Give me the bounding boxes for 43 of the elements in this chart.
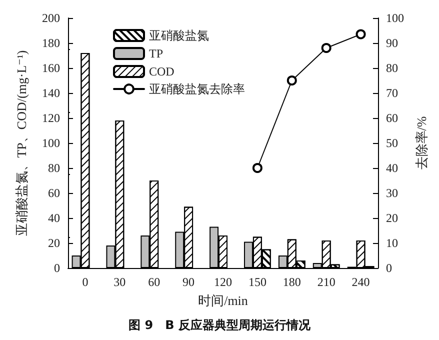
- y-axis-title: 亚硝酸盐氮、TP、COD/(mg·L⁻¹): [14, 50, 29, 236]
- text: 图 9 B 反应器典型周期运行情况: [128, 318, 312, 332]
- x-tick-label: 180: [282, 275, 301, 289]
- x-axis-title: 时间/min: [198, 293, 248, 308]
- x-tick-label: 240: [352, 275, 370, 289]
- y2-tick-label: 10: [386, 236, 398, 250]
- legend-label: 亚硝酸盐氮: [149, 28, 209, 42]
- legend-label: TP: [149, 46, 164, 60]
- point: [252, 163, 262, 173]
- x-tick-label: 150: [248, 275, 266, 289]
- y2-tick-label: 50: [386, 136, 398, 150]
- y-tick-label: 100: [42, 136, 60, 150]
- y-tick-label: 0: [54, 261, 60, 275]
- y-tick-label: 60: [48, 186, 60, 200]
- y2-tick-label: 40: [386, 161, 398, 175]
- y2-tick-label: 0: [386, 261, 392, 275]
- y2-tick-label: 30: [386, 186, 398, 200]
- y2-tick-label: 90: [386, 36, 398, 50]
- x-tick-label: 0: [82, 275, 88, 289]
- y2-tick-label: 100: [386, 11, 404, 25]
- y-tick-label: 140: [42, 86, 60, 100]
- y-tick-label: 200: [42, 11, 60, 25]
- x-tick-label: 30: [114, 275, 126, 289]
- y-tick-label: 80: [48, 161, 60, 175]
- x-tick-label: 60: [148, 275, 160, 289]
- y2-tick-label: 70: [386, 86, 398, 100]
- y-tick-label: 180: [42, 36, 60, 50]
- x-tick-label: 90: [182, 275, 195, 289]
- x-tick-label: 210: [317, 275, 336, 289]
- y-tick-label: 160: [42, 61, 60, 75]
- point: [356, 29, 366, 40]
- legend-label: COD: [149, 64, 175, 78]
- y-tick-label: 20: [48, 236, 60, 250]
- y2-tick-label: 80: [386, 61, 398, 75]
- y2-axis-title: 去除率/%: [414, 116, 429, 170]
- y2-tick-label: 60: [386, 111, 398, 125]
- y2-tick-label: 20: [386, 211, 398, 225]
- y-tick-label: 40: [48, 211, 60, 225]
- point: [286, 76, 297, 86]
- legend-label: 亚硝酸盐氮去除率: [149, 82, 245, 96]
- x-tick-label: 120: [214, 275, 232, 289]
- point: [321, 43, 332, 53]
- y-tick-label: 120: [42, 111, 60, 125]
